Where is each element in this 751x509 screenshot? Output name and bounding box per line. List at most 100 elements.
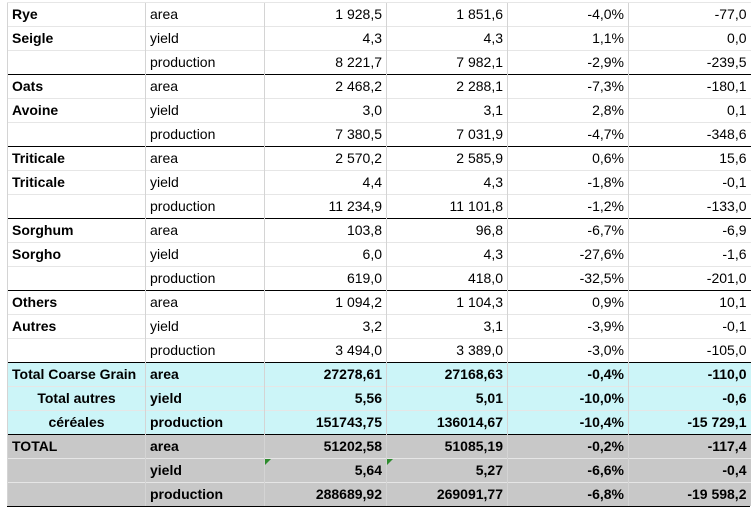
value2-cell[interactable]: 4,3 [386, 26, 508, 51]
crop-name-en[interactable]: Triticale [7, 146, 146, 171]
metric-cell[interactable]: area [145, 146, 265, 171]
value2-cell[interactable]: 4,3 [386, 242, 508, 267]
empty-cell[interactable] [7, 194, 146, 219]
value2-cell[interactable]: 269091,77 [386, 482, 508, 506]
empty-cell[interactable] [7, 458, 146, 483]
percent-cell[interactable]: -0,4% [507, 362, 629, 387]
crop-name-en[interactable]: Rye [7, 2, 146, 27]
value2-cell[interactable]: 4,3 [386, 170, 508, 195]
value2-cell[interactable]: 7 982,1 [386, 50, 508, 75]
value2-cell[interactable]: 27168,63 [386, 362, 508, 387]
crop-name-fr[interactable]: Triticale [7, 170, 146, 195]
metric-cell[interactable]: area [145, 218, 265, 243]
value2-cell[interactable]: 2 585,9 [386, 146, 508, 171]
value1-cell[interactable]: 27278,61 [264, 362, 387, 387]
metric-cell[interactable]: yield [145, 314, 265, 339]
diff-cell[interactable]: 10,1 [628, 290, 751, 315]
metric-cell[interactable]: production [145, 482, 265, 506]
value1-cell[interactable]: 3,0 [264, 98, 387, 123]
value1-cell[interactable]: 103,8 [264, 218, 387, 243]
crop-name-en[interactable]: Sorghum [7, 218, 146, 243]
value1-cell[interactable]: 2 570,2 [264, 146, 387, 171]
metric-cell[interactable]: area [145, 290, 265, 315]
percent-cell[interactable]: -6,7% [507, 218, 629, 243]
crop-name-fr[interactable]: Sorgho [7, 242, 146, 267]
diff-cell[interactable]: -0,6 [628, 386, 751, 411]
percent-cell[interactable]: -10,4% [507, 410, 629, 435]
value1-cell[interactable]: 1 928,5 [264, 2, 387, 27]
percent-cell[interactable]: -1,2% [507, 194, 629, 219]
value1-cell[interactable]: 4,3 [264, 26, 387, 51]
value2-cell[interactable]: 7 031,9 [386, 122, 508, 147]
empty-cell[interactable] [7, 266, 146, 291]
value1-cell[interactable]: 5,56 [264, 386, 387, 411]
value2-cell[interactable]: 3,1 [386, 314, 508, 339]
value2-cell[interactable]: 418,0 [386, 266, 508, 291]
percent-cell[interactable]: -3,9% [507, 314, 629, 339]
crop-name-en[interactable]: Others [7, 290, 146, 315]
empty-cell[interactable] [7, 338, 146, 363]
metric-cell[interactable]: yield [145, 458, 265, 483]
metric-cell[interactable]: production [145, 338, 265, 363]
percent-cell[interactable]: 0,6% [507, 146, 629, 171]
value1-cell[interactable]: 8 221,7 [264, 50, 387, 75]
percent-cell[interactable]: -3,0% [507, 338, 629, 363]
metric-cell[interactable]: production [145, 50, 265, 75]
crop-name-fr[interactable]: Avoine [7, 98, 146, 123]
total-coarse-label[interactable]: Total Coarse Grain [7, 362, 146, 387]
value2-cell[interactable]: 11 101,8 [386, 194, 508, 219]
percent-cell[interactable]: -7,3% [507, 74, 629, 99]
diff-cell[interactable]: -77,0 [628, 2, 751, 27]
value1-cell[interactable]: 2 468,2 [264, 74, 387, 99]
metric-cell[interactable]: yield [145, 242, 265, 267]
metric-cell[interactable]: yield [145, 26, 265, 51]
value1-cell[interactable]: 151743,75 [264, 410, 387, 435]
percent-cell[interactable]: -6,8% [507, 482, 629, 506]
percent-cell[interactable]: -6,6% [507, 458, 629, 483]
total-coarse-label-fr-1[interactable]: Total autres [7, 386, 146, 411]
diff-cell[interactable]: -133,0 [628, 194, 751, 219]
value1-cell[interactable]: 3 494,0 [264, 338, 387, 363]
value1-cell[interactable]: 6,0 [264, 242, 387, 267]
percent-cell[interactable]: -0,2% [507, 434, 629, 459]
metric-cell[interactable]: area [145, 2, 265, 27]
diff-cell[interactable]: -1,6 [628, 242, 751, 267]
percent-cell[interactable]: -2,9% [507, 50, 629, 75]
diff-cell[interactable]: 0,1 [628, 98, 751, 123]
diff-cell[interactable]: 15,6 [628, 146, 751, 171]
diff-cell[interactable]: -348,6 [628, 122, 751, 147]
value2-cell[interactable]: 3,1 [386, 98, 508, 123]
metric-cell[interactable]: yield [145, 98, 265, 123]
metric-cell[interactable]: area [145, 362, 265, 387]
percent-cell[interactable]: 1,1% [507, 26, 629, 51]
diff-cell[interactable]: 0,0 [628, 26, 751, 51]
metric-cell[interactable]: yield [145, 386, 265, 411]
percent-cell[interactable]: -1,8% [507, 170, 629, 195]
diff-cell[interactable]: -110,0 [628, 362, 751, 387]
diff-cell[interactable]: -117,4 [628, 434, 751, 459]
percent-cell[interactable]: -4,0% [507, 2, 629, 27]
value1-cell[interactable]: 619,0 [264, 266, 387, 291]
value2-cell[interactable]: 96,8 [386, 218, 508, 243]
empty-cell[interactable] [7, 122, 146, 147]
value1-cell[interactable]: 4,4 [264, 170, 387, 195]
value1-cell[interactable]: 11 234,9 [264, 194, 387, 219]
diff-cell[interactable]: -239,5 [628, 50, 751, 75]
metric-cell[interactable]: production [145, 410, 265, 435]
total-label[interactable]: TOTAL [7, 434, 146, 459]
value1-cell[interactable]: 1 094,2 [264, 290, 387, 315]
diff-cell[interactable]: -0,1 [628, 170, 751, 195]
value2-cell[interactable]: 3 389,0 [386, 338, 508, 363]
value1-cell[interactable]: 3,2 [264, 314, 387, 339]
metric-cell[interactable]: yield [145, 170, 265, 195]
crop-name-fr[interactable]: Seigle [7, 26, 146, 51]
diff-cell[interactable]: -180,1 [628, 74, 751, 99]
value1-cell[interactable]: 288689,92 [264, 482, 387, 506]
diff-cell[interactable]: -19 598,2 [628, 482, 751, 506]
value2-cell[interactable]: 51085,19 [386, 434, 508, 459]
value2-cell[interactable]: 1 851,6 [386, 2, 508, 27]
metric-cell[interactable]: production [145, 194, 265, 219]
percent-cell[interactable]: -10,0% [507, 386, 629, 411]
empty-cell[interactable] [7, 50, 146, 75]
metric-cell[interactable]: area [145, 434, 265, 459]
